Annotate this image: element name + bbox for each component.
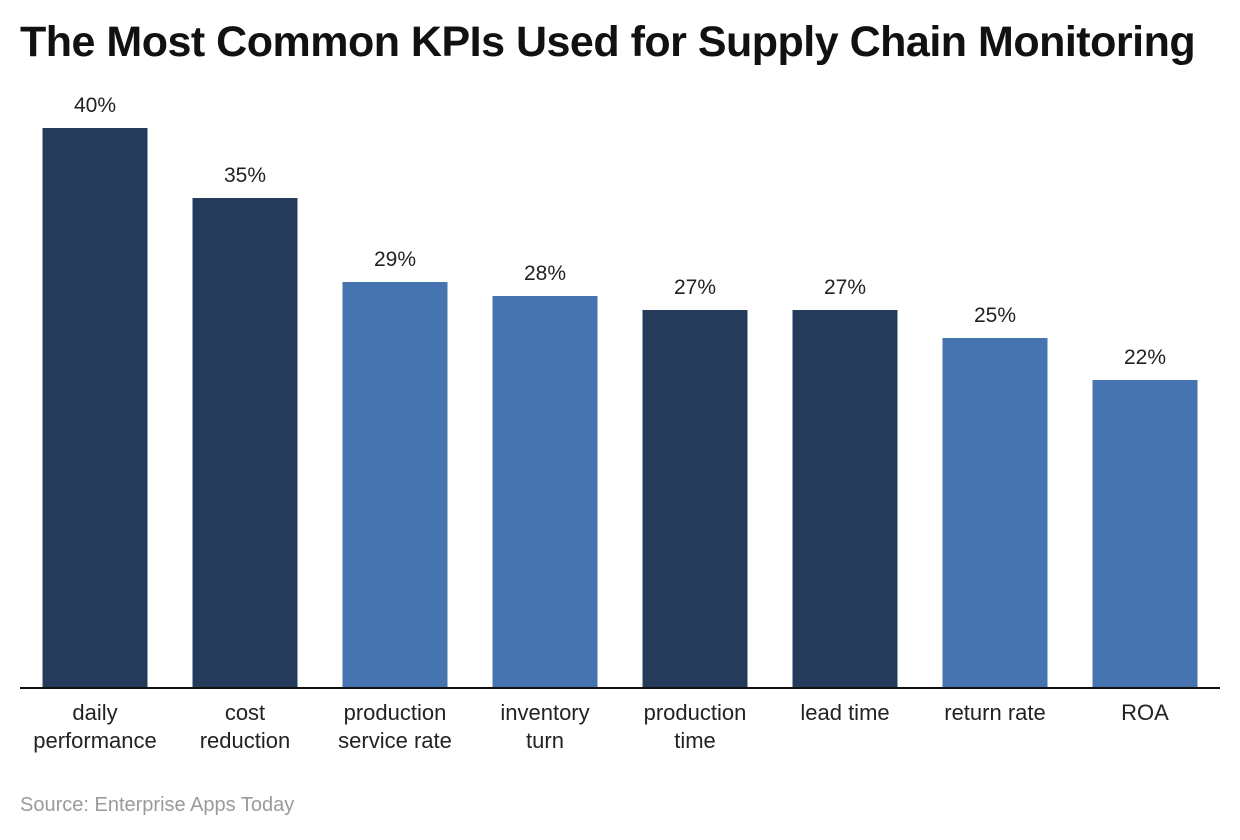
value-label-6: 25%: [974, 304, 1016, 327]
value-label-7: 22%: [1124, 346, 1166, 369]
bar-7: [1092, 380, 1198, 688]
category-label-line: reduction: [200, 728, 291, 753]
chart-title: The Most Common KPIs Used for Supply Cha…: [20, 18, 1196, 66]
category-label-line: inventory: [500, 700, 589, 725]
value-label-4: 27%: [674, 276, 716, 299]
category-label-3: inventory turn: [500, 700, 589, 753]
bar-2: [342, 282, 448, 688]
category-label-line: cost: [225, 700, 265, 725]
category-label-line: performance: [33, 728, 157, 753]
value-labels-group: 40% 35% 29% 28% 27% 27% 25% 22%: [74, 94, 1166, 369]
value-label-3: 28%: [524, 262, 566, 285]
bar-5: [792, 310, 898, 688]
category-label-0: daily performance: [33, 700, 157, 753]
source-note: Source: Enterprise Apps Today: [20, 794, 295, 816]
category-label-6: return rate: [944, 700, 1046, 725]
category-label-line: lead time: [800, 700, 889, 725]
value-label-2: 29%: [374, 248, 416, 271]
value-label-1: 35%: [224, 164, 266, 187]
value-label-0: 40%: [74, 94, 116, 117]
category-label-line: daily: [72, 700, 117, 725]
bars-group: [42, 128, 1198, 688]
category-label-1: cost reduction: [200, 700, 291, 753]
bar-0: [42, 128, 148, 688]
bar-6: [942, 338, 1048, 688]
category-label-line: production: [644, 700, 747, 725]
category-label-2: production service rate: [338, 700, 452, 753]
bar-1: [192, 198, 298, 688]
category-label-5: lead time: [800, 700, 889, 725]
category-label-4: production time: [644, 700, 747, 753]
bar-3: [492, 296, 598, 688]
category-label-line: return rate: [944, 700, 1046, 725]
category-label-7: ROA: [1121, 700, 1169, 725]
category-label-line: production: [344, 700, 447, 725]
bar-4: [642, 310, 748, 688]
category-labels-group: daily performance cost reduction production s…: [33, 700, 1169, 753]
category-label-line: turn: [526, 728, 564, 753]
category-label-line: ROA: [1121, 700, 1169, 725]
category-label-line: time: [674, 728, 716, 753]
category-label-line: service rate: [338, 728, 452, 753]
value-label-5: 27%: [824, 276, 866, 299]
